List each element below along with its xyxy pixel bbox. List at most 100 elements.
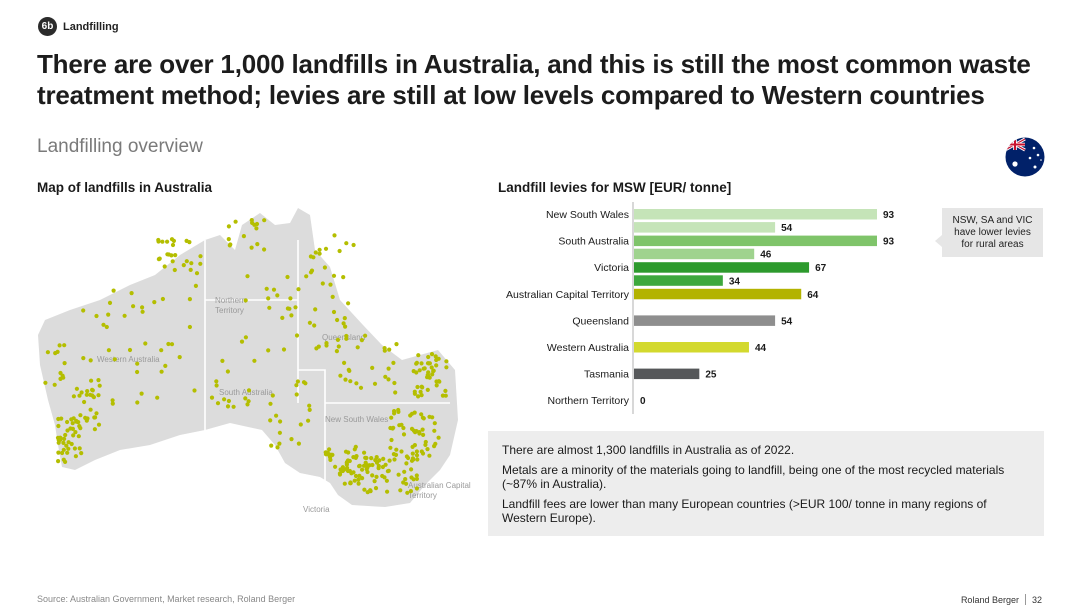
landfill-dot [436,379,441,384]
landfill-dot [342,481,347,486]
landfill-dot [327,447,332,452]
landfill-dot [97,383,102,388]
landfill-dot [421,416,426,421]
landfill-dot [294,383,299,388]
landfill-dot [419,393,424,398]
landfill-dot [356,477,361,482]
landfill-dot [311,255,316,260]
landfill-dot [347,368,352,373]
landfill-dot [140,305,145,310]
landfill-dot [434,363,439,368]
landfill-dot [269,443,274,448]
landfill-dot [431,368,436,373]
landfill-dot [252,358,257,363]
notes-box: There are almost 1,300 landfills in Aust… [488,431,1044,536]
chart-title: Landfill levies for MSW [EUR/ tonne] [498,180,732,195]
landfill-dot [304,274,309,279]
landfill-dot [353,473,359,479]
landfill-dot [418,389,423,394]
landfill-dot [406,455,411,461]
landfill-dot [377,458,382,463]
landfill-dot [328,282,333,287]
landfill-dot [396,407,401,413]
landfill-dot [52,382,57,387]
landfill-dot [58,376,63,381]
landfill-dot [330,294,335,299]
landfill-dot [72,446,77,451]
landfill-dot [90,387,95,392]
landfill-dot [243,396,248,401]
landfill-dot [432,428,437,433]
landfill-dot [341,321,346,326]
map-label-vic: Victoria [303,505,330,514]
landfill-dot [73,430,78,435]
landfill-dot [388,445,393,450]
landfill-dot [382,346,387,351]
value-label: 64 [807,290,819,301]
landfill-dot [255,242,260,247]
landfill-dot [356,481,361,486]
value-label: 67 [815,263,827,274]
category-label: Tasmania [584,369,629,381]
landfill-dot [135,400,140,405]
landfill-dot [364,455,369,461]
landfill-dot [214,379,219,384]
australia-landmass [38,208,458,507]
landfill-dot [338,373,343,378]
landfill-dot [56,450,61,455]
landfill-dot [192,388,197,393]
landfill-dot [88,358,93,363]
landfill-dot [353,455,358,460]
landfill-dot [414,449,419,454]
landfill-dot [71,433,76,438]
landfill-dot [228,242,233,247]
landfill-dot [316,344,321,349]
landfill-dot [135,369,140,375]
landfill-dot [166,341,171,347]
landfill-dot [294,333,300,338]
landfill-dot [436,356,441,361]
landfill-dot [274,413,279,418]
landfill-dot [127,347,133,353]
landfill-dot [287,306,292,311]
landfill-dot [94,411,99,416]
landfill-dot [386,377,391,382]
landfill-dot [188,267,193,272]
landfill-dot [346,301,351,306]
landfill-dot [374,455,379,460]
landfill-dot [266,296,271,301]
landfill-dot [198,261,203,266]
landfill-dot [243,298,248,303]
landfill-dot [281,347,287,352]
landfill-dot [426,370,431,375]
landfill-dot [187,297,192,302]
bar-tasmania [634,368,700,380]
landfill-dot [416,353,421,358]
landfill-dot [262,218,267,223]
landfill-dot [266,348,271,353]
landfill-dot [294,392,299,397]
landfill-dot [393,390,398,395]
landfill-dot [198,254,203,259]
landfill-dot [409,467,414,472]
landfill-dot [393,452,399,457]
landfill-dot [88,407,93,412]
region-labels: Western Australia Northern Territory Sout… [97,296,471,514]
landfill-dot [423,439,428,445]
landfill-dot [387,458,392,463]
landfill-dot [323,246,329,251]
landfill-dot [372,479,377,484]
landfill-dot [69,441,74,447]
landfill-dot [363,333,368,338]
footer-source: Source: Australian Government, Market re… [37,594,296,604]
landfill-dot [351,242,356,248]
landfill-dot [343,377,348,382]
landfill-dot [421,432,426,437]
note-item: There are almost 1,300 landfills in Aust… [502,443,795,457]
landfill-dot [337,471,342,476]
landfill-dot [320,281,325,286]
brand-name: Roland Berger [960,594,1019,605]
landfill-dot [193,283,198,288]
landfill-dot [372,381,378,386]
landfill-dot [394,342,399,347]
